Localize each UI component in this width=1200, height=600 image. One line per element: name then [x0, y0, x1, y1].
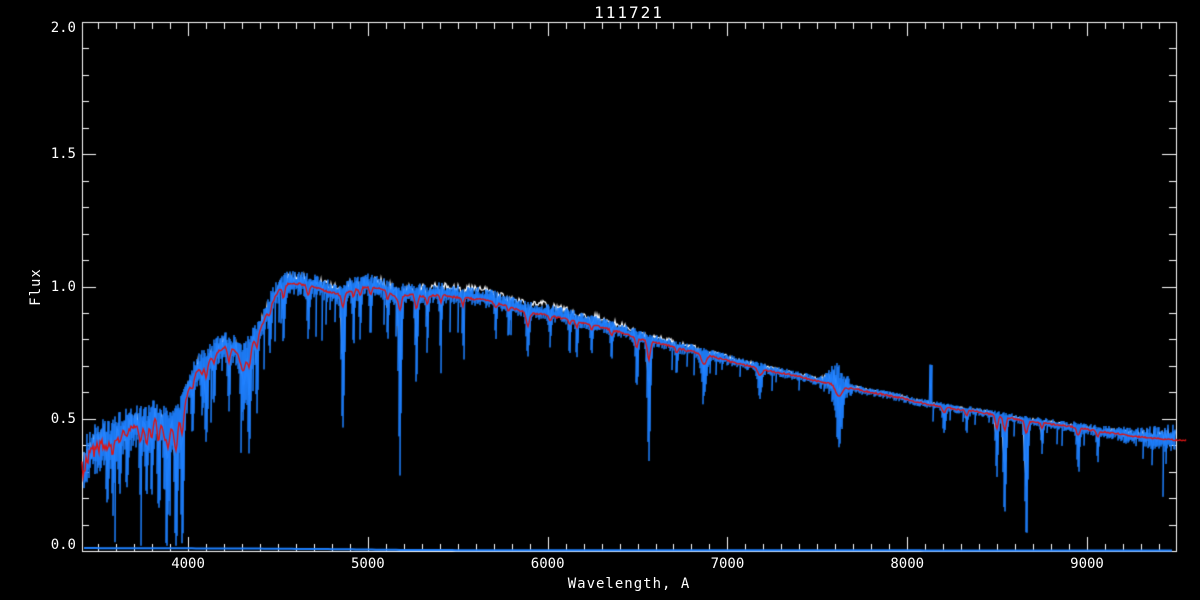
- y-tick-label: 2.0: [50, 20, 76, 36]
- x-tick-label: 9000: [1070, 556, 1104, 572]
- y-tick-label: 1.0: [50, 278, 76, 295]
- x-tick-label: 5000: [351, 556, 385, 572]
- y-tick-label: 0.5: [50, 410, 76, 427]
- x-tick-label: 8000: [890, 556, 925, 572]
- x-tick-label: 6000: [530, 556, 565, 572]
- x-axis-label: Wavelength, A: [567, 576, 691, 592]
- x-tick-label: 4000: [171, 556, 205, 572]
- y-tick-label: 1.5: [50, 146, 76, 163]
- plot-title: 111721: [594, 3, 664, 22]
- x-tick-label: 7000: [710, 556, 745, 572]
- y-tick-label: 0.0: [50, 537, 76, 553]
